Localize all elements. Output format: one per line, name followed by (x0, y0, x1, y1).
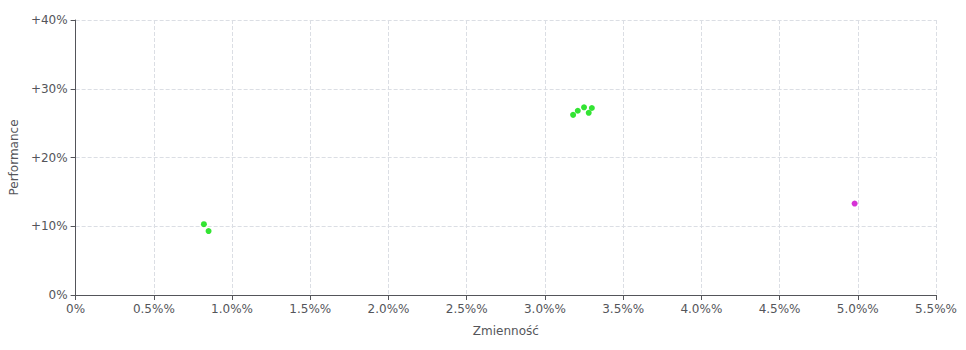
svg-text:+20%: +20% (31, 151, 68, 165)
svg-text:+10%: +10% (31, 219, 68, 233)
svg-text:3.0%%: 3.0%% (524, 302, 566, 316)
svg-text:3.5%%: 3.5%% (602, 302, 644, 316)
svg-text:2.5%%: 2.5%% (446, 302, 488, 316)
svg-text:+30%: +30% (31, 82, 68, 96)
svg-text:+40%: +40% (31, 13, 68, 27)
svg-text:5.5%%: 5.5%% (915, 302, 957, 316)
svg-text:0.5%%: 0.5%% (133, 302, 175, 316)
svg-text:0%: 0% (49, 288, 68, 302)
svg-text:5.0%%: 5.0%% (837, 302, 879, 316)
svg-text:0%: 0% (66, 302, 85, 316)
svg-text:4.0%%: 4.0%% (680, 302, 722, 316)
svg-text:Performance: Performance (7, 119, 21, 195)
svg-text:1.0%%: 1.0%% (211, 302, 253, 316)
svg-text:2.0%%: 2.0%% (368, 302, 410, 316)
svg-text:Zmienność: Zmienność (473, 324, 539, 338)
svg-text:1.5%%: 1.5%% (289, 302, 331, 316)
svg-text:4.5%%: 4.5%% (759, 302, 801, 316)
